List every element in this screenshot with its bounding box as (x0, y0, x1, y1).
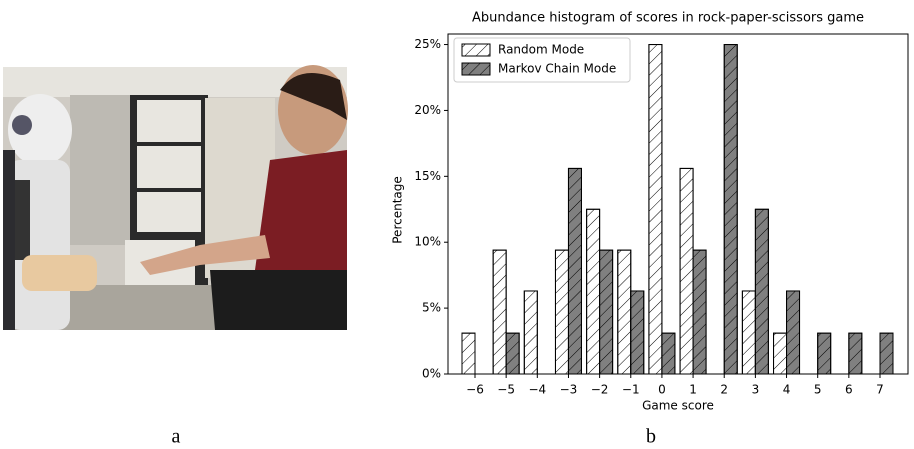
x-tick-label: −5 (497, 383, 515, 397)
bar-hatch (724, 45, 737, 374)
chart-title: Abundance histogram of scores in rock-pa… (472, 11, 864, 26)
y-tick-label: 10% (414, 235, 441, 249)
bar-hatch (649, 45, 662, 374)
x-tick-label: −6 (466, 383, 484, 397)
bar-hatch (462, 333, 475, 374)
legend-swatch-hatch (462, 44, 490, 56)
x-tick-label: −4 (528, 383, 546, 397)
x-tick-label: 5 (814, 383, 822, 397)
x-tick-label: 0 (658, 383, 666, 397)
x-tick-label: 2 (720, 383, 728, 397)
x-tick-label: 7 (876, 383, 884, 397)
x-tick-label: −2 (591, 383, 609, 397)
bar-hatch (818, 333, 831, 374)
y-tick-label: 25% (414, 37, 441, 51)
x-tick-label: 6 (845, 383, 853, 397)
bar-hatch (662, 333, 675, 374)
y-tick-label: 15% (414, 169, 441, 183)
photo (3, 65, 348, 330)
bar-hatch (524, 291, 537, 374)
bar-hatch (693, 250, 706, 374)
bar-hatch (506, 333, 519, 374)
bar-hatch (880, 333, 893, 374)
bar-hatch (849, 333, 862, 374)
x-tick-label: 4 (783, 383, 791, 397)
y-tick-label: 20% (414, 103, 441, 117)
legend-label: Markov Chain Mode (498, 62, 616, 76)
y-tick-label: 5% (422, 301, 441, 315)
caption: a (172, 426, 181, 448)
x-axis-label: Game score (642, 399, 714, 413)
x-tick-label: 3 (752, 383, 760, 397)
axes-frame (448, 34, 908, 374)
y-axis-label: Percentage (391, 176, 405, 244)
plot: 0% 5% 10% 15% 20% 25% −6 −5 −4 −3 −2 −1 0 1 2 3 4 5 6 7 Rand… (414, 37, 893, 396)
bar-hatch (618, 250, 631, 374)
caption: b (646, 426, 656, 448)
bar-hatch (755, 209, 768, 374)
legend-label: Random Mode (498, 43, 584, 57)
figure: a b Abundance histogram of scores in roc… (0, 0, 914, 449)
legend-swatch-hatch (462, 63, 490, 75)
bar-hatch (742, 291, 755, 374)
bar-hatch (587, 209, 600, 374)
x-tick-label: −3 (560, 383, 578, 397)
bar-hatch (600, 250, 613, 374)
bar-hatch (774, 333, 787, 374)
x-tick-label: −1 (622, 383, 640, 397)
bar-hatch (555, 250, 568, 374)
x-tick-label: 1 (689, 383, 697, 397)
bar-hatch (680, 168, 693, 374)
bar-hatch (787, 291, 800, 374)
y-tick-label: 0% (422, 367, 441, 381)
bar-hatch (631, 291, 644, 374)
bar-hatch (568, 168, 581, 374)
bar-hatch (493, 250, 506, 374)
